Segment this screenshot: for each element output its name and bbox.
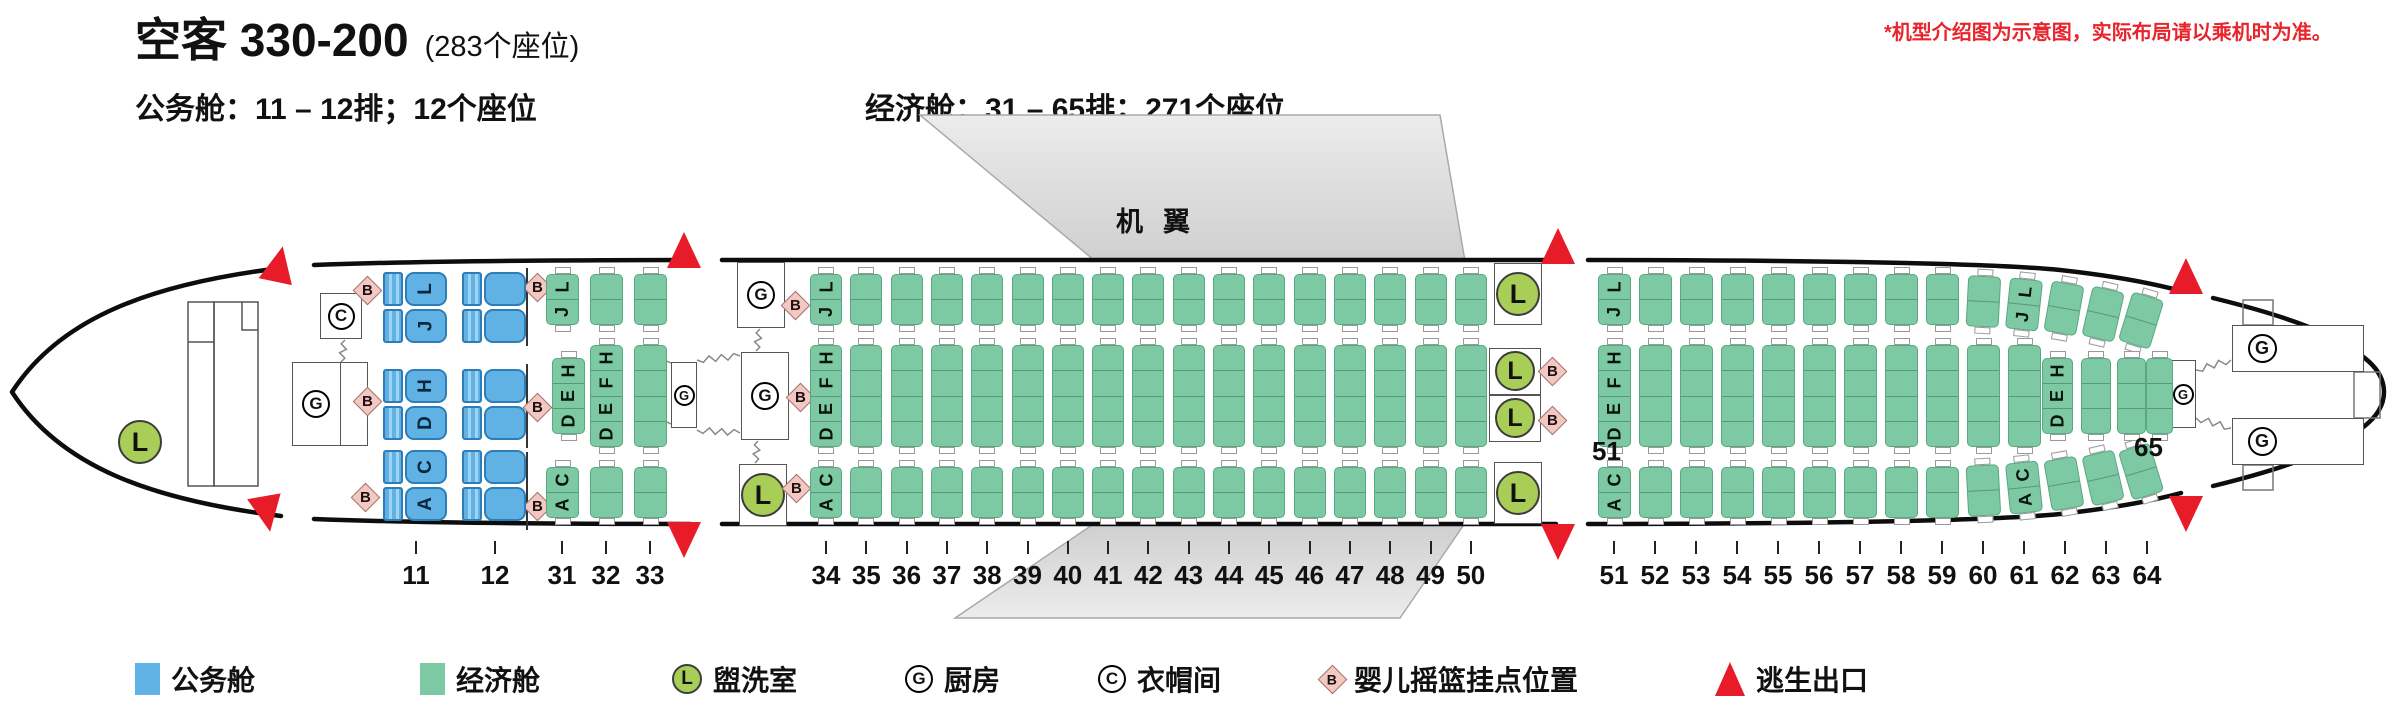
aircraft-title: 空客 330-200 [135,14,409,66]
page-header: 空客 330-200 (283个座位) [135,4,579,70]
disclaimer-note: *机型介绍图为示意图，实际布局请以乘机时为准。 [1884,22,2332,44]
seat-capacity: (283个座位) [424,31,580,63]
business-class-info: 公务舱：11 – 12排；12个座位 [135,93,537,126]
wing-label: 机翼 [1116,207,1210,237]
